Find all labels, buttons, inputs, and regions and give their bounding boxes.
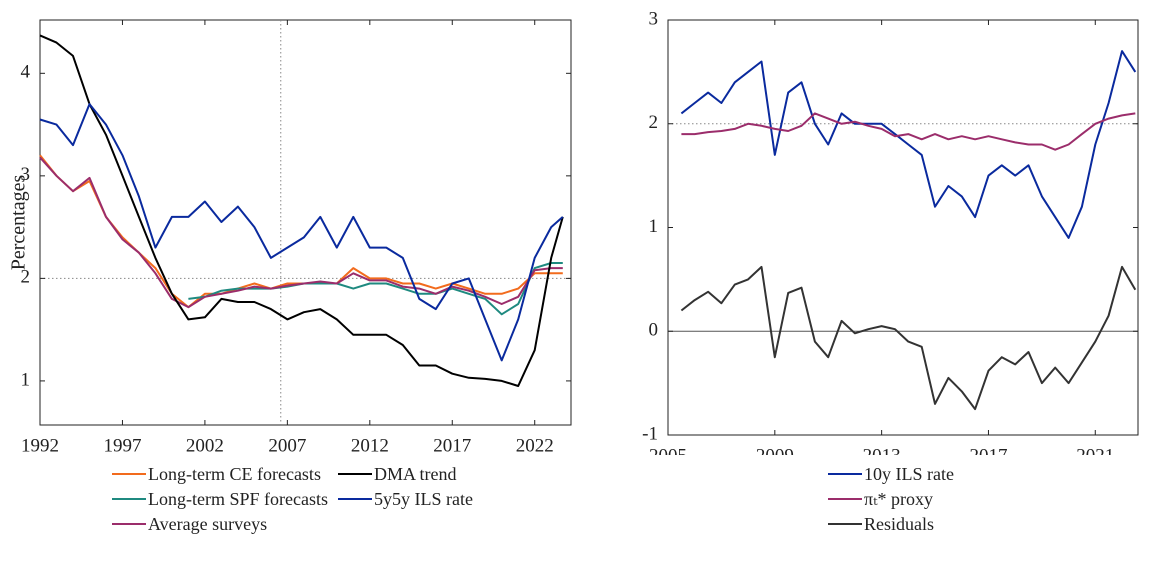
legend-item: Long-term SPF forecasts bbox=[112, 487, 328, 511]
legend-item: Long-term CE forecasts bbox=[112, 462, 328, 486]
x-tick-label: 2002 bbox=[186, 435, 224, 455]
y-tick-label: 3 bbox=[649, 8, 659, 29]
x-tick-label: 2007 bbox=[268, 435, 306, 455]
legend-label: 5y5y ILS rate bbox=[373, 488, 473, 509]
x-tick-label: 2017 bbox=[969, 445, 1007, 455]
legend-item: DMA trend bbox=[337, 462, 473, 486]
y-tick-label: 0 bbox=[649, 320, 659, 341]
x-tick-label: 2013 bbox=[863, 445, 901, 455]
y-tick-label: 1 bbox=[649, 216, 659, 237]
legend-label: DMA trend bbox=[373, 463, 457, 484]
legend-swatch bbox=[337, 498, 372, 500]
series-line bbox=[39, 103, 564, 362]
legend-item: 5y5y ILS rate bbox=[337, 487, 473, 511]
legend-swatch bbox=[112, 473, 146, 475]
x-tick-label: 2009 bbox=[756, 445, 794, 455]
y-tick-label: 2 bbox=[21, 267, 31, 288]
legend-label: πₜ* proxy bbox=[864, 488, 934, 509]
legend-swatch bbox=[828, 523, 862, 525]
y-axis-label: Percentages bbox=[8, 175, 30, 271]
legend-swatch bbox=[112, 498, 146, 500]
x-tick-label: 2022 bbox=[516, 435, 554, 455]
series-line bbox=[681, 112, 1136, 151]
chart: 1 2 3 4 1992 1997 2002 2007 2012 2017 2022 Percenta… bbox=[8, 8, 1139, 455]
series-line bbox=[39, 34, 564, 387]
legend-swatch bbox=[828, 498, 862, 500]
legend-label: Long-term SPF forecasts bbox=[148, 488, 328, 509]
legend-swatch bbox=[112, 523, 146, 525]
y-tick-label: 3 bbox=[21, 164, 31, 185]
legend-item: πₜ* proxy bbox=[828, 487, 954, 511]
legend-item: Residuals bbox=[828, 512, 954, 536]
x-tick-label: 2017 bbox=[433, 435, 471, 455]
legend: 10y ILS rate πₜ* proxy Residuals bbox=[828, 462, 954, 536]
series-line bbox=[680, 265, 1137, 411]
legend-item: Average surveys bbox=[112, 512, 328, 536]
x-tick-label: 2005 bbox=[649, 445, 687, 455]
legend-label: Average surveys bbox=[148, 513, 268, 534]
legend-item: 10y ILS rate bbox=[828, 462, 954, 486]
plot-frame bbox=[667, 19, 1139, 436]
x-tick-label: 1992 bbox=[21, 435, 59, 455]
legend: Long-term CE forecasts Long-term SPF fore… bbox=[112, 462, 473, 536]
y-tick-label: 1 bbox=[21, 369, 31, 390]
x-tick-label: 2012 bbox=[351, 435, 389, 455]
legend-label: 10y ILS rate bbox=[864, 463, 954, 484]
series-line bbox=[39, 156, 563, 309]
series-line bbox=[188, 262, 563, 316]
legend-swatch bbox=[828, 473, 862, 475]
series-line bbox=[680, 50, 1137, 239]
legend-label: Long-term CE forecasts bbox=[148, 463, 321, 484]
legend-label: Residuals bbox=[864, 513, 934, 534]
y-tick-label: -1 bbox=[642, 423, 658, 444]
x-tick-label: 1997 bbox=[103, 435, 141, 455]
y-tick-label: 2 bbox=[649, 112, 659, 133]
plot-frame bbox=[39, 19, 572, 426]
y-tick-label: 4 bbox=[21, 62, 31, 83]
x-tick-label: 2021 bbox=[1076, 445, 1114, 455]
legend-swatch bbox=[337, 473, 372, 475]
